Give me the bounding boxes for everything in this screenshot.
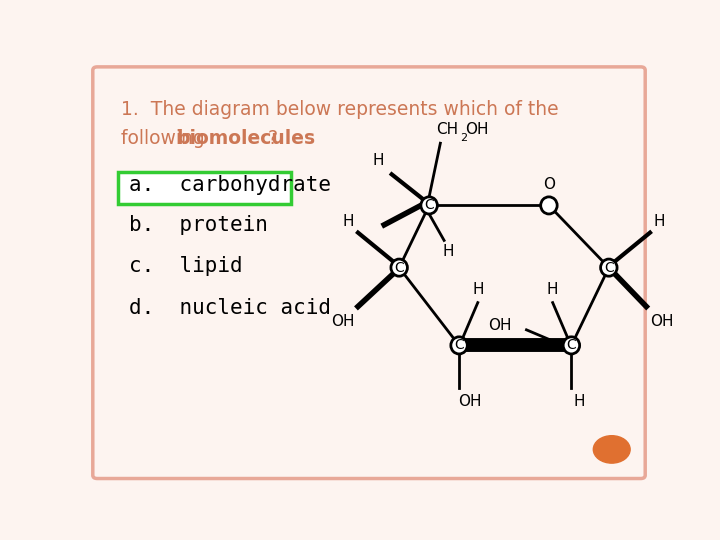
Text: biomolecules: biomolecules [176,129,315,149]
Circle shape [421,197,437,214]
Text: H: H [547,282,559,297]
Text: OH: OH [464,123,488,137]
Text: CH: CH [436,123,459,137]
Circle shape [593,436,630,463]
Circle shape [541,197,557,214]
Text: ?: ? [268,129,278,149]
Text: b.  protein: b. protein [129,215,268,235]
Text: OH: OH [488,319,511,333]
Text: following: following [121,129,210,149]
Text: H: H [472,282,484,297]
Text: H: H [373,153,384,168]
Text: C: C [604,261,613,275]
Text: a.  carbohydrate: a. carbohydrate [129,176,331,195]
Circle shape [600,259,617,276]
Text: OH: OH [459,394,482,409]
Text: H: H [573,394,585,409]
Text: 1.  The diagram below represents which of the: 1. The diagram below represents which of… [121,100,558,119]
FancyBboxPatch shape [93,67,645,478]
Text: H: H [442,244,454,259]
Text: C: C [454,339,464,353]
Text: d.  nucleic acid: d. nucleic acid [129,298,331,318]
Text: OH: OH [650,314,673,329]
Circle shape [391,259,408,276]
Text: H: H [343,214,354,229]
FancyBboxPatch shape [118,172,292,204]
Text: c.  lipid: c. lipid [129,256,243,276]
Text: 2: 2 [460,133,467,143]
Text: C: C [395,261,404,275]
Text: OH: OH [330,314,354,329]
Text: O: O [543,177,555,192]
Text: H: H [654,214,665,229]
Text: C: C [424,198,434,212]
Text: C: C [567,339,576,353]
Circle shape [563,337,580,354]
Circle shape [451,337,467,354]
